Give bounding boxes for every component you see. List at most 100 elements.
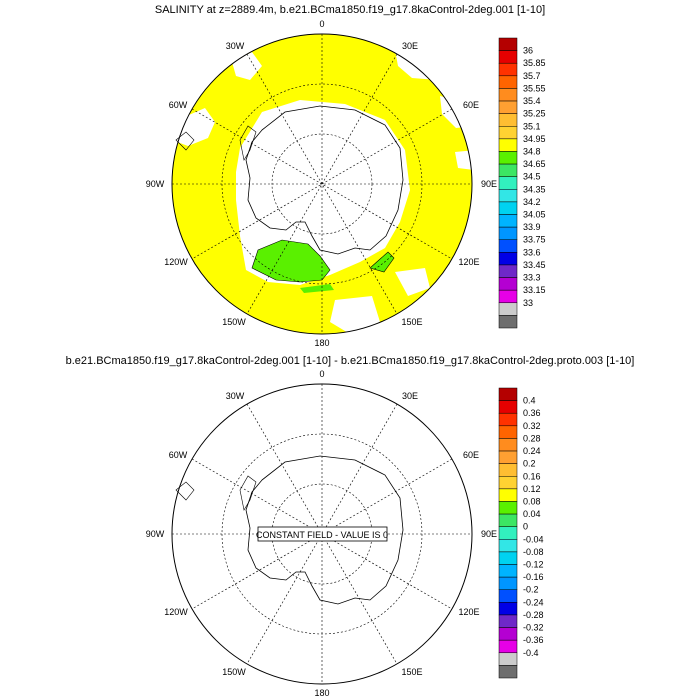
colorbar-swatch xyxy=(498,526,518,540)
colorbar-swatch xyxy=(498,476,518,490)
lon-label: 0 xyxy=(319,369,324,379)
colorbar-label: 35.4 xyxy=(523,96,541,106)
lon-label: 120E xyxy=(458,257,479,267)
colorbar-swatch xyxy=(498,37,518,51)
colorbar-swatch xyxy=(498,113,518,127)
colorbar-swatch xyxy=(498,501,518,515)
lon-label: 150E xyxy=(401,317,422,327)
salinity-patch-34-8 xyxy=(369,251,395,273)
colorbar-swatch xyxy=(498,176,518,190)
colorbar-swatch xyxy=(498,138,518,152)
colorbar-label: 0 xyxy=(523,522,528,532)
missing-data-region xyxy=(395,268,430,296)
colorbar-label: 35.7 xyxy=(523,71,541,81)
colorbar-swatch xyxy=(498,665,518,679)
antarctic-peninsula-coastline xyxy=(239,475,257,511)
colorbar-label: -0.24 xyxy=(523,597,544,607)
colorbar-label: -0.08 xyxy=(523,547,544,557)
colorbar-label: 33.75 xyxy=(523,235,546,245)
lon-label: 30W xyxy=(226,41,245,51)
colorbar-swatch xyxy=(498,589,518,603)
lon-label: 150E xyxy=(401,667,422,677)
colorbar-label: -0.36 xyxy=(523,635,544,645)
missing-data-region xyxy=(455,150,472,170)
colorbar-swatch xyxy=(498,151,518,165)
colorbar-label: 35.55 xyxy=(523,83,546,93)
colorbar-label: 34.5 xyxy=(523,172,541,182)
colorbar-swatch xyxy=(498,412,518,427)
colorbar-label: -0.2 xyxy=(523,585,539,595)
lon-label: 30E xyxy=(402,41,418,51)
colorbar-label: 0.08 xyxy=(523,496,541,506)
colorbar-swatch xyxy=(498,576,518,590)
lon-label: 30E xyxy=(402,391,418,401)
colorbar-label: -0.28 xyxy=(523,610,544,620)
lon-label: 90E xyxy=(481,529,497,539)
constant-field-box xyxy=(257,526,388,542)
colorbar-swatch xyxy=(498,614,518,628)
colorbar-swatch xyxy=(498,75,518,89)
bottom-map-title: b.e21.BCma1850.f19_g17.8kaControl-2deg.0… xyxy=(65,355,635,367)
antarctica-coastline xyxy=(245,455,404,605)
antarctica-coastline xyxy=(245,105,404,255)
colorbar-swatch xyxy=(498,564,518,578)
colorbar-swatch xyxy=(498,627,518,641)
colorbar-label: -0.16 xyxy=(523,572,544,582)
colorbar-label: 0.16 xyxy=(523,471,541,481)
lon-label: 150W xyxy=(222,667,246,677)
salinity-patch-34-8 xyxy=(251,239,331,283)
colorbar-label: 0.4 xyxy=(523,396,536,406)
colorbar-swatch xyxy=(498,252,518,266)
colorbar-label: 0.2 xyxy=(523,459,536,469)
colorbar-swatch xyxy=(498,201,518,215)
missing-data-region xyxy=(330,296,380,334)
colorbar-swatch xyxy=(498,62,518,77)
colorbar-swatch xyxy=(498,639,518,654)
colorbar-swatch xyxy=(498,387,518,401)
lon-label: 60E xyxy=(463,100,479,110)
top-graticule xyxy=(172,34,472,334)
colorbar-swatch xyxy=(498,264,518,278)
colorbar-swatch xyxy=(498,302,518,316)
colorbar-swatch xyxy=(498,652,518,666)
colorbar-label: 0.24 xyxy=(523,446,541,456)
south-america-coastline xyxy=(175,481,195,501)
colorbar-swatch xyxy=(498,100,518,114)
colorbar-swatch xyxy=(498,289,518,304)
colorbar-label: 33.45 xyxy=(523,260,546,270)
colorbar-label: 0.12 xyxy=(523,484,541,494)
top-salinity-field xyxy=(172,34,472,334)
top-map-border xyxy=(171,33,473,335)
colorbar-swatch xyxy=(498,189,518,203)
colorbar-label: -0.32 xyxy=(523,623,544,633)
colorbar-label: 35.85 xyxy=(523,58,546,68)
colorbar-label: 34.65 xyxy=(523,159,546,169)
top-polar-map: 0 30E 60E 90E 120E 150E 180 150W 120W 90… xyxy=(146,19,497,348)
colorbar-swatch xyxy=(498,513,518,527)
colorbar-swatch xyxy=(498,126,518,140)
lon-label: 90E xyxy=(481,179,497,189)
colorbar-swatch xyxy=(498,602,518,616)
antarctic-peninsula-coastline xyxy=(239,125,257,161)
lon-label: 60W xyxy=(169,450,188,460)
bottom-map-border xyxy=(171,383,473,685)
colorbar-label: 33.3 xyxy=(523,273,541,283)
colorbar-label: 35.25 xyxy=(523,109,546,119)
lon-label: 90W xyxy=(146,179,165,189)
top-colorbar: 36 35.85 35.7 35.55 35.4 35.25 35.1 34.95 34.8 34… xyxy=(498,37,546,329)
bottom-longitude-labels: 0 30E 60E 90E 120E 150E 180 150W 120W 90… xyxy=(146,369,497,698)
colorbar-swatch xyxy=(498,463,518,477)
lon-label: 60W xyxy=(169,100,188,110)
colorbar-label: 33.15 xyxy=(523,285,546,295)
colorbar-swatch xyxy=(498,425,518,439)
bottom-colorbar: 0.4 0.36 0.32 0.28 0.24 0.2 0.16 0.12 0.08 0.04 0 -… xyxy=(498,387,544,679)
colorbar-swatch xyxy=(498,539,518,553)
lon-label: 0 xyxy=(319,19,324,29)
lon-label: 30W xyxy=(226,391,245,401)
lon-label: 60E xyxy=(463,450,479,460)
top-longitude-labels: 0 30E 60E 90E 120E 150E 180 150W 120W 90… xyxy=(146,19,497,348)
colorbar-label: 33.9 xyxy=(523,222,541,232)
lon-label: 120W xyxy=(164,607,188,617)
lon-label: 120E xyxy=(458,607,479,617)
